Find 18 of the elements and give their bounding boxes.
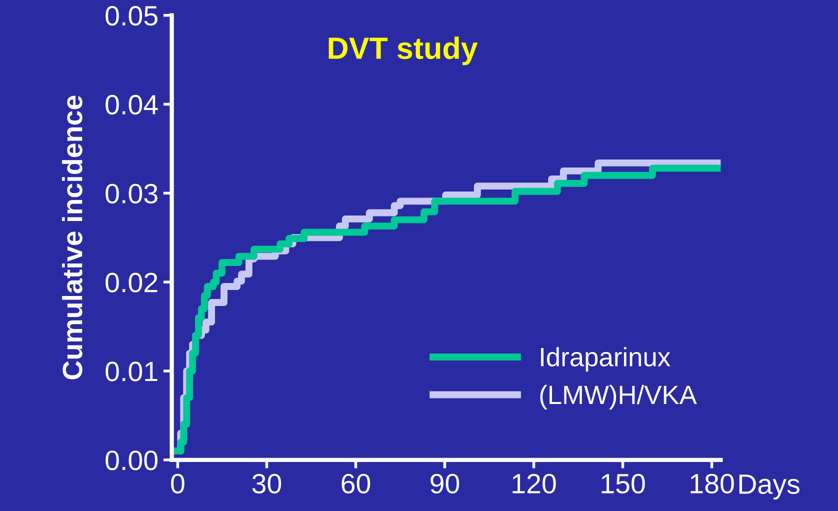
text: DVT study <box>328 36 478 66</box>
y-tick-label: 0.00 <box>106 450 158 470</box>
y-tick-label: 0.03 <box>106 184 158 204</box>
x-tick-label: 0 <box>171 474 184 494</box>
y-axis-title: Cumulative incidence <box>62 96 82 380</box>
legend-label: Idraparinux <box>541 347 670 372</box>
x-tick-label: 150 <box>602 474 645 494</box>
y-tick-label: 0.04 <box>106 94 158 115</box>
y-tick-label: 0.02 <box>106 272 158 292</box>
x-tick-label: 120 <box>512 474 556 494</box>
y-tick-label: 0.05 <box>106 6 158 26</box>
x-tick-label: 90 <box>430 474 460 494</box>
legend-label: (LMW)H/VKA <box>540 384 697 410</box>
x-tick-label: 180 <box>690 474 734 494</box>
x-tick-label: 30 <box>252 474 282 494</box>
x-axis-title: Days <box>739 474 800 500</box>
x-tick-label: 60 <box>342 474 370 494</box>
y-tick-label: 0.01 <box>106 362 158 382</box>
